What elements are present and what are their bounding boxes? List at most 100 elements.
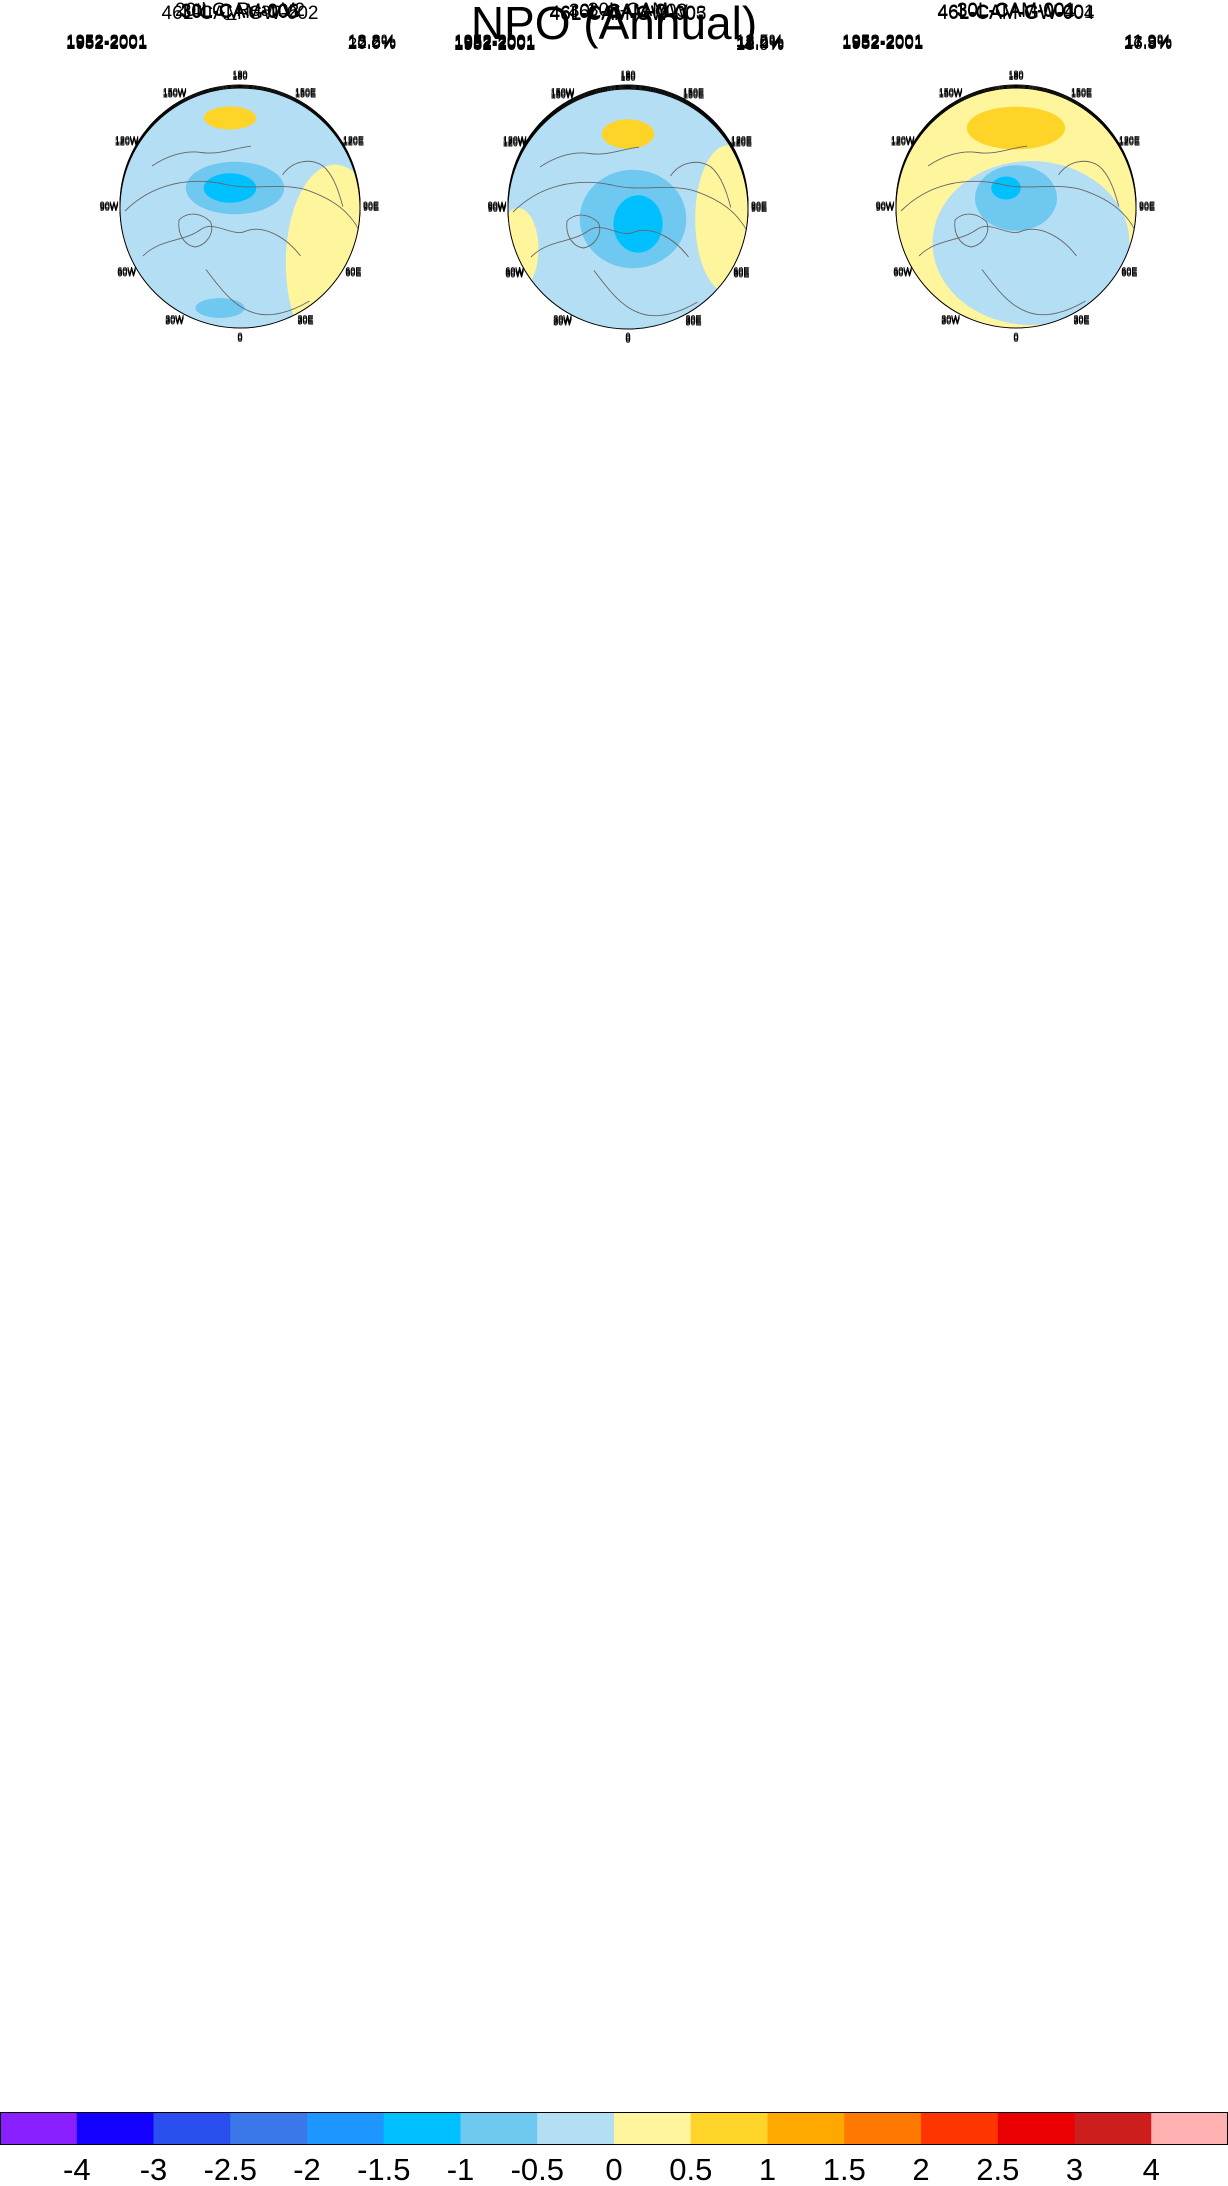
longitude-label: 0 [237, 333, 242, 343]
longitude-label: 120E [1119, 138, 1140, 148]
longitude-label: 0 [625, 335, 630, 345]
colorbar-box [997, 2112, 1075, 2145]
longitude-label: 60E [733, 266, 749, 276]
longitude-label: 90W [100, 202, 119, 212]
longitude-label: 60E [733, 269, 749, 279]
panel-period: 1952-2001 [842, 33, 924, 52]
longitude-label: 30E [1073, 314, 1089, 324]
coastlines [900, 145, 1136, 316]
longitude-label: 0 [625, 333, 630, 343]
longitude-label: 0 [237, 331, 242, 341]
colorbar-box [1151, 2112, 1228, 2145]
panel-title: 30L-CAM-002 [180, 1, 300, 22]
colorbar-box [921, 2112, 999, 2145]
map-panel: 46L-CAM-GW-005 1952-2001 13.9% 180 150E 120E 9… [434, 4, 822, 394]
longitude-label: 90E [751, 202, 767, 212]
colorbar-tick-label: 3 [1066, 2152, 1083, 2186]
longitude-label: 90W [488, 204, 507, 214]
longitude-label: 30E [685, 313, 701, 323]
longitude-label: 90E [1139, 203, 1155, 213]
longitude-label: 150E [295, 89, 316, 99]
longitude-label: 60E [1121, 269, 1137, 279]
longitude-label: 180 [1008, 69, 1023, 79]
panel-title: 30L-CAM-005 [180, 2, 300, 23]
colorbar-tick-label: -0.5 [511, 2152, 564, 2186]
colorbar-tick-label: 1 [759, 2152, 776, 2186]
longitude-label: 180 [620, 70, 635, 80]
polar-map: 180 150E 120E 90E 60E 30E 0 30W 60W 90W 120W 150W [100, 72, 379, 344]
longitude-label: 120E [343, 138, 364, 148]
longitude-label: 90W [100, 200, 119, 210]
longitude-label: 90E [363, 201, 379, 211]
longitude-label: 90E [751, 203, 767, 213]
longitude-label: 0 [237, 334, 242, 344]
longitude-label: 120E [731, 135, 752, 145]
colorbar-tick-label: -2 [293, 2152, 321, 2186]
panel-title: 46L-CAM-GW-001 [937, 2, 1095, 23]
map-border [895, 87, 1137, 329]
longitude-label: 60W [117, 269, 136, 279]
longitude-label: 150W [163, 90, 187, 100]
colorbar-box [1074, 2112, 1152, 2145]
longitude-label: 30E [1073, 315, 1089, 325]
longitude-label: 0 [237, 332, 242, 342]
longitude-label: 90E [751, 204, 767, 214]
colorbar-box [76, 2112, 154, 2145]
colorbar-tick-label: -1 [447, 2152, 475, 2186]
longitude-label: 30W [941, 313, 960, 323]
panel-period: 1952-2001 [842, 31, 924, 50]
panel-period: 1952-2001 [454, 34, 536, 53]
longitude-label: 180 [620, 71, 635, 81]
longitude-label: 120E [731, 138, 752, 148]
longitude-label: 120W [891, 138, 915, 148]
longitude-label: 150E [683, 89, 704, 99]
panel-variance: 13.2% [347, 32, 396, 51]
longitude-label: 60E [1121, 266, 1137, 276]
longitude-label: 120W [503, 139, 527, 149]
longitude-label: 150E [295, 88, 316, 98]
longitude-label: 60W [505, 267, 524, 277]
longitude-label: 120W [503, 136, 527, 146]
longitude-label: 120E [343, 137, 364, 147]
colorbar: -4 -3 -2.5 -2 -1.5 -1 -0.5 0 0.5 1 1.5 2 2.5 3 4 [0, 2112, 1228, 2186]
colorbar-box [767, 2112, 845, 2145]
longitude-label: 180 [232, 72, 247, 82]
longitude-label: 150W [939, 90, 963, 100]
longitude-label: 90W [488, 202, 507, 212]
longitude-label: 60E [733, 270, 749, 280]
panel-variance: 13.5% [735, 31, 784, 50]
coastlines [512, 146, 748, 317]
longitude-label: 150W [939, 89, 963, 99]
panel-period: 1952-2001 [454, 35, 536, 54]
longitude-label: 90W [876, 202, 895, 212]
longitude-label: 120W [115, 138, 139, 148]
colorbar-tick-label: 2.5 [976, 2152, 1019, 2186]
longitude-label: 120W [891, 135, 915, 145]
longitude-label: 90E [751, 201, 767, 211]
colorbar-box [614, 2112, 692, 2145]
longitude-label: 120W [891, 137, 915, 147]
map-border [507, 88, 749, 330]
polar-map: 180 150E 120E 90E 60E 30E 0 30W 60W 90W 120W 150W [488, 73, 767, 345]
longitude-label: 30W [941, 314, 960, 324]
longitude-label: 180 [232, 69, 247, 79]
longitude-label: 30W [553, 316, 572, 326]
longitude-label: 150E [1071, 90, 1092, 100]
longitude-label: 150W [163, 87, 187, 97]
longitude-label: 120W [891, 136, 915, 146]
longitude-label: 30W [553, 313, 572, 323]
longitude-label: 60E [345, 267, 361, 277]
longitude-label: 60E [345, 269, 361, 279]
longitude-label: 150W [551, 90, 575, 100]
panel-variance: 13.3% [1123, 32, 1172, 51]
longitude-label: 150E [683, 91, 704, 101]
panel-title: 46L-CAM-GW [568, 2, 688, 23]
anomaly-field [896, 88, 1136, 328]
longitude-label: 120W [503, 135, 527, 145]
longitude-label: 150E [1071, 87, 1092, 97]
panel-period: 1952-2001 [842, 32, 924, 51]
longitude-label: 30E [685, 315, 701, 325]
panel-period: 1952-2001 [454, 32, 536, 51]
colorbar-tick-label: -3 [140, 2152, 168, 2186]
longitude-label: 150E [683, 90, 704, 100]
